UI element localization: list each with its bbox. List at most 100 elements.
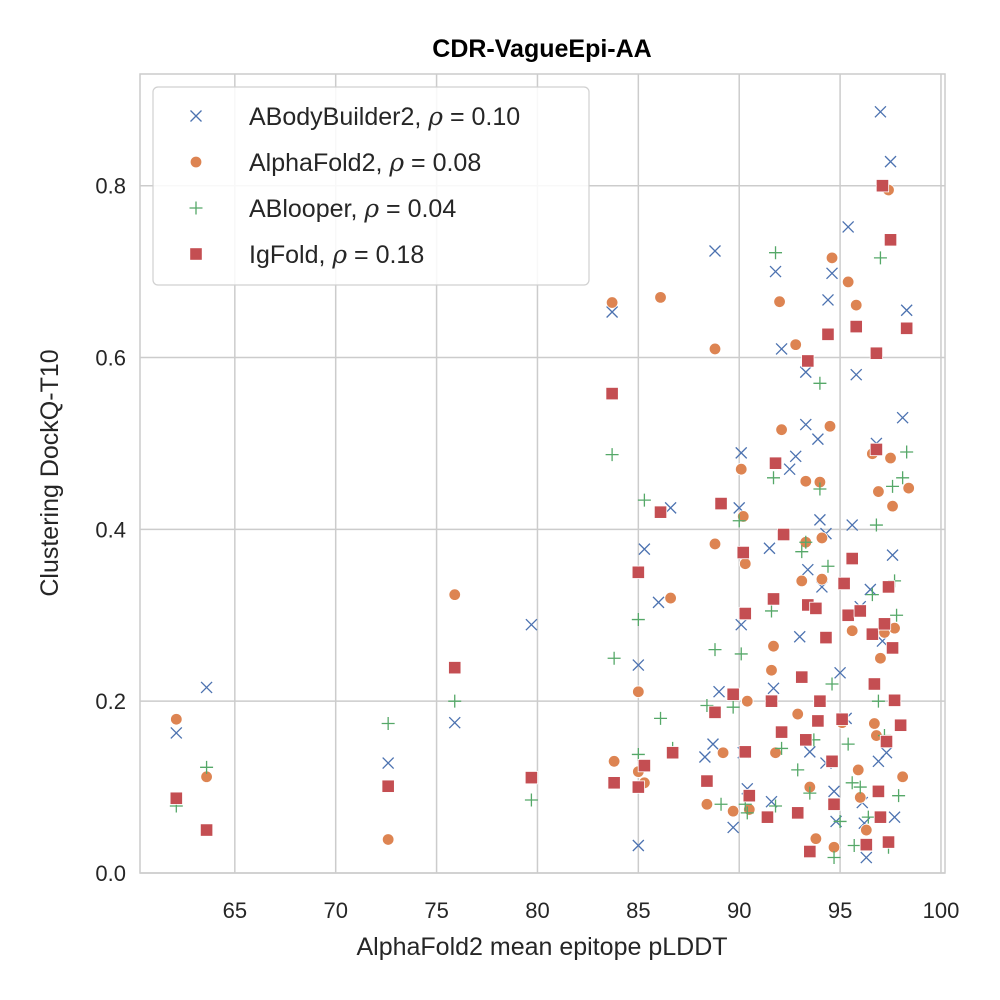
- point-abodybuilder2: [900, 304, 913, 317]
- point-abodybuilder2: [735, 618, 748, 631]
- point-ablooper: [791, 763, 805, 777]
- legend-marker-ablooper: [189, 201, 203, 215]
- point-igfold: [883, 233, 898, 247]
- point-alphafold2: [884, 451, 897, 465]
- x-tick-label: 65: [223, 898, 247, 923]
- point-igfold: [859, 838, 873, 852]
- point-igfold: [736, 545, 750, 560]
- point-igfold: [827, 797, 841, 811]
- x-tick-label: 95: [828, 898, 852, 923]
- point-alphafold2: [845, 624, 859, 637]
- point-ablooper: [869, 518, 883, 532]
- point-igfold: [742, 789, 756, 803]
- point-alphafold2: [860, 823, 873, 837]
- point-alphafold2: [735, 463, 748, 476]
- x-tick-labels: 65 70 75 80 85 90 95 100: [223, 898, 960, 923]
- point-abodybuilder2: [735, 446, 748, 459]
- legend-marker-abodybuilder2: [190, 110, 202, 122]
- point-igfold: [835, 712, 849, 726]
- point-ablooper: [803, 786, 817, 800]
- point-ablooper: [726, 700, 740, 714]
- point-igfold: [865, 627, 879, 641]
- legend-item: ABlooper, ρ = 0.04: [189, 194, 456, 223]
- y-tick-labels: 0.0 0.2 0.4 0.6 0.8: [95, 174, 126, 886]
- legend-box: [152, 86, 590, 286]
- point-igfold: [871, 784, 886, 798]
- point-alphafold2: [607, 755, 621, 768]
- point-abodybuilder2: [525, 618, 538, 631]
- point-alphafold2: [765, 664, 778, 677]
- point-abodybuilder2: [606, 306, 619, 318]
- point-ablooper: [890, 608, 904, 622]
- point-abodybuilder2: [448, 716, 461, 729]
- point-igfold: [714, 496, 728, 511]
- legend-rho-value: = 0.10: [443, 103, 520, 131]
- point-alphafold2: [852, 763, 865, 777]
- point-alphafold2: [741, 694, 754, 708]
- point-igfold: [631, 565, 645, 579]
- point-igfold: [900, 321, 914, 335]
- legend-rho-symbol: ρ: [427, 102, 443, 131]
- point-ablooper: [827, 851, 841, 865]
- point-ablooper: [795, 545, 809, 559]
- point-abodybuilder2: [793, 630, 806, 643]
- legend-separator: ,: [318, 241, 332, 269]
- point-ablooper: [873, 251, 887, 265]
- point-ablooper: [732, 514, 746, 528]
- legend-item: IgFold, ρ = 0.18: [189, 240, 424, 269]
- legend-series-name: ABodyBuilder2: [249, 103, 414, 131]
- point-igfold: [776, 527, 791, 542]
- point-abodybuilder2: [880, 746, 893, 759]
- point-igfold: [849, 319, 863, 334]
- point-ablooper: [769, 799, 783, 813]
- point-igfold: [631, 780, 645, 794]
- point-igfold: [801, 354, 815, 368]
- legend-series-name: IgFold: [249, 241, 318, 269]
- point-ablooper: [740, 806, 754, 820]
- point-ablooper: [769, 246, 783, 260]
- y-tick-label: 0.6: [95, 346, 126, 371]
- point-alphafold2: [872, 485, 885, 498]
- point-igfold: [768, 456, 783, 470]
- point-ablooper: [764, 604, 778, 618]
- point-alphafold2: [815, 572, 829, 586]
- point-ablooper: [896, 471, 910, 485]
- point-abodybuilder2: [652, 596, 665, 609]
- point-igfold: [764, 694, 779, 708]
- point-alphafold2: [791, 707, 804, 721]
- point-alphafold2: [799, 475, 812, 488]
- point-alphafold2: [737, 510, 750, 523]
- point-alphafold2: [716, 746, 730, 759]
- point-igfold: [869, 346, 884, 360]
- point-abodybuilder2: [382, 757, 395, 769]
- legend-separator: ,: [375, 149, 389, 177]
- point-abodybuilder2: [826, 267, 838, 280]
- point-igfold: [819, 630, 833, 645]
- point-abodybuilder2: [864, 583, 877, 596]
- legend-rho-value: = 0.08: [404, 149, 481, 177]
- point-abodybuilder2: [713, 685, 725, 698]
- point-abodybuilder2: [850, 368, 863, 381]
- y-tick-label: 0.8: [95, 174, 126, 199]
- point-igfold: [607, 776, 621, 790]
- point-abodybuilder2: [707, 738, 719, 751]
- point-ablooper: [654, 711, 668, 725]
- plot-frame: [139, 73, 946, 874]
- point-igfold: [811, 714, 825, 728]
- point-igfold: [653, 505, 668, 519]
- legend: ABodyBuilder2, ρ = 0.10 AlphaFold2, ρ = 0…: [152, 86, 590, 286]
- point-alphafold2: [850, 298, 863, 312]
- point-abodybuilder2: [846, 519, 859, 532]
- point-abodybuilder2: [896, 411, 909, 424]
- point-ablooper: [631, 613, 645, 627]
- legend-item: ABodyBuilder2, ρ = 0.10: [190, 102, 520, 131]
- legend-marker-igfold: [189, 247, 203, 261]
- point-abodybuilder2: [727, 821, 740, 834]
- legend-label: ABodyBuilder2, ρ = 0.10: [249, 102, 520, 131]
- point-abodybuilder2: [709, 245, 721, 257]
- point-alphafold2: [896, 770, 909, 783]
- point-igfold: [841, 608, 855, 622]
- point-igfold: [708, 705, 722, 719]
- point-igfold: [894, 718, 908, 732]
- x-tick-label: 80: [525, 898, 549, 923]
